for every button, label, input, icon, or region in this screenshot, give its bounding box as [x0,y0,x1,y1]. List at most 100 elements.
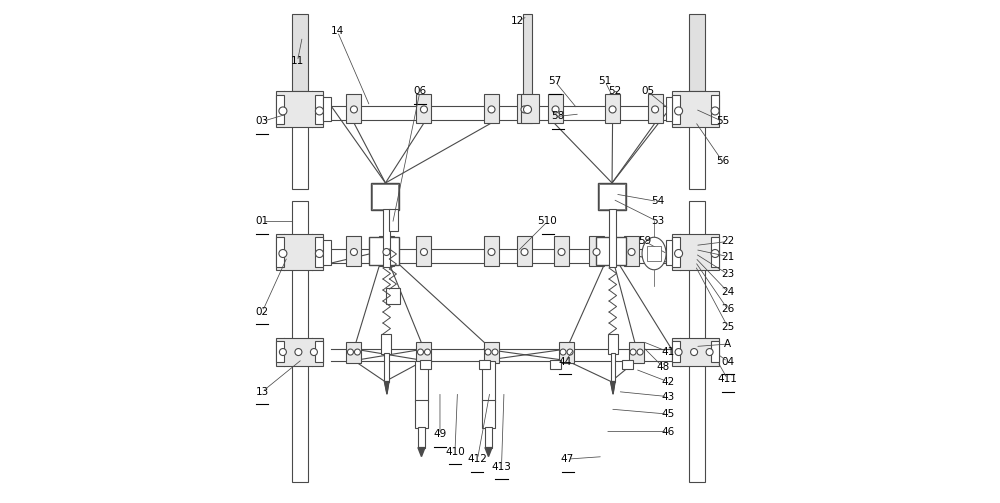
Bar [315,95,323,124]
Bar [598,183,626,210]
Bar [666,240,672,265]
Text: A: A [724,339,731,349]
Bar [276,341,284,362]
Circle shape [524,106,532,114]
Text: 25: 25 [721,321,734,331]
Bar [323,98,331,121]
Circle shape [295,349,302,356]
Bar [550,360,561,369]
Circle shape [637,349,643,355]
Bar [389,209,398,231]
Text: 43: 43 [661,391,674,401]
Bar [523,15,532,96]
Bar [648,94,663,123]
Text: 03: 03 [256,116,269,126]
Bar [346,342,361,363]
Bar [416,342,431,363]
Text: 410: 410 [445,447,465,457]
Bar [369,237,399,265]
Circle shape [675,249,683,258]
Circle shape [609,106,616,113]
Circle shape [675,349,682,356]
Bar [672,95,680,124]
Bar [554,236,569,266]
Bar [276,234,323,270]
Bar [323,240,331,265]
Circle shape [652,106,659,113]
Bar [689,352,705,481]
Bar [276,338,323,366]
Bar [611,353,615,382]
Text: 52: 52 [608,87,622,97]
Bar [379,236,394,266]
Bar [672,237,680,267]
Circle shape [279,349,286,356]
Circle shape [315,249,323,258]
Bar [315,237,323,267]
Text: 14: 14 [331,26,344,36]
Circle shape [424,349,430,355]
Bar [420,360,431,369]
Text: 26: 26 [721,304,734,314]
Bar [672,234,719,270]
Bar [711,95,719,124]
Bar [346,94,361,123]
Bar [371,183,399,210]
Bar [386,288,400,304]
Bar [484,342,499,363]
Text: 24: 24 [721,287,734,296]
Text: 21: 21 [721,252,734,262]
Text: 12: 12 [511,17,524,26]
Text: 54: 54 [651,197,664,206]
Bar [666,98,672,121]
Bar [672,92,719,127]
Bar [689,202,705,342]
Bar [276,237,284,267]
Bar [608,334,618,354]
Bar [482,361,495,401]
Circle shape [492,349,498,355]
Bar [605,94,620,123]
Bar [276,92,323,127]
Bar [711,237,719,267]
Bar [292,202,308,342]
Circle shape [567,349,573,355]
Bar [384,353,389,382]
Circle shape [552,106,559,113]
Circle shape [279,249,287,258]
Circle shape [315,107,323,115]
Circle shape [485,349,491,355]
Bar [416,236,431,266]
Circle shape [383,248,390,256]
Text: 02: 02 [256,306,269,316]
Bar [416,94,431,123]
Text: 55: 55 [716,116,729,126]
Circle shape [675,107,683,115]
Bar [559,342,574,363]
Polygon shape [611,382,615,394]
Bar [315,341,323,362]
Text: 53: 53 [651,216,664,226]
Circle shape [558,248,565,256]
Circle shape [630,349,636,355]
Circle shape [593,248,600,256]
Bar [292,104,308,189]
Text: 42: 42 [661,377,674,387]
Bar [624,236,639,266]
Circle shape [350,248,357,256]
Text: 56: 56 [716,156,729,166]
Polygon shape [384,382,389,394]
Bar [372,184,398,209]
Bar [484,94,499,123]
Text: 46: 46 [661,427,674,437]
Bar [599,184,625,209]
Text: 05: 05 [641,87,654,97]
Text: 45: 45 [661,409,674,419]
Bar [548,94,563,123]
Polygon shape [418,448,425,457]
Text: 22: 22 [721,236,734,246]
Text: 06: 06 [413,87,427,97]
Bar [415,400,428,428]
Bar [292,352,308,481]
Bar [517,94,532,123]
